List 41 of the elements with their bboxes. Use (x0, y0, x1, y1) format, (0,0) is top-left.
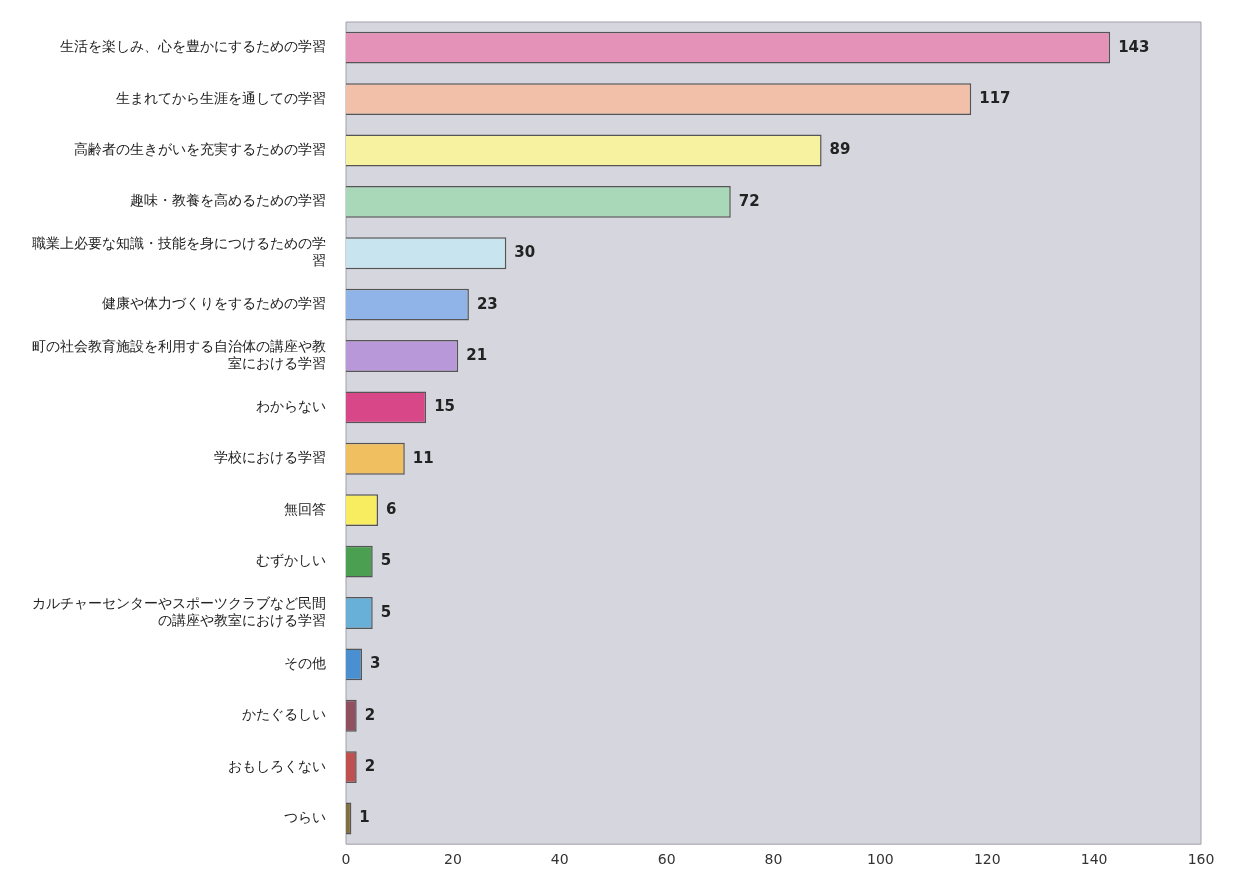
data-label: 72 (738, 191, 760, 210)
y-tick-label: つらい (284, 809, 326, 826)
y-tick-label: 趣味・教養を高めるための学習 (130, 192, 326, 209)
y-tick-label: 無回答 (284, 500, 326, 517)
data-label: 1 (359, 808, 370, 827)
data-label: 117 (979, 88, 1011, 107)
x-tick-label: 100 (867, 851, 894, 868)
data-label: 2 (364, 757, 376, 776)
y-tick-label: その他 (284, 654, 326, 671)
y-tick-label: おもしろくない (228, 757, 326, 774)
data-label: 11 (412, 448, 434, 467)
data-label: 21 (466, 345, 488, 364)
data-label: 89 (829, 140, 851, 159)
data-label: 2 (364, 705, 376, 724)
x-tick-label: 0 (341, 851, 351, 868)
data-label: 30 (514, 243, 536, 262)
data-label: 3 (370, 654, 381, 673)
y-tick-label: 生まれてから生涯を通しての学習 (116, 89, 326, 106)
y-tick-label: むずかしい (256, 552, 326, 569)
x-tick-label: 20 (443, 851, 462, 868)
y-tick-label: かたぐるしい (242, 706, 326, 723)
x-tick-label: 140 (1080, 851, 1108, 868)
data-label: 6 (386, 500, 397, 519)
y-tick-label: 学校における学習 (214, 449, 326, 466)
x-tick-label: 80 (764, 851, 783, 868)
y-tick-label: 健康や体力づくりをするための学習 (102, 295, 326, 312)
y-tick-label: 高齢者の生きがいを充実するための学習 (74, 141, 326, 158)
data-label: 15 (434, 397, 456, 416)
data-label: 5 (380, 602, 392, 621)
x-tick-label: 120 (973, 851, 1001, 868)
x-tick-label: 160 (1187, 851, 1215, 868)
y-tick-label: 職業上必要な知識・技能を身につけるための学習 (32, 235, 326, 269)
x-tick-label: 60 (657, 851, 676, 868)
y-tick-label: カルチャーセンターやスポーツクラブなど民間の講座や教室における学習 (32, 595, 326, 628)
x-tick-label: 40 (550, 851, 569, 868)
y-tick-label: わからない (256, 398, 326, 415)
y-tick-label: 生活を楽しみ、心を豊かにするための学習 (60, 38, 326, 55)
data-label: 23 (476, 294, 498, 313)
data-label: 5 (380, 551, 392, 570)
y-tick-label: 町の社会教育施設を利用する自治体の講座や教室における学習 (32, 338, 326, 372)
data-label: 143 (1118, 37, 1150, 56)
